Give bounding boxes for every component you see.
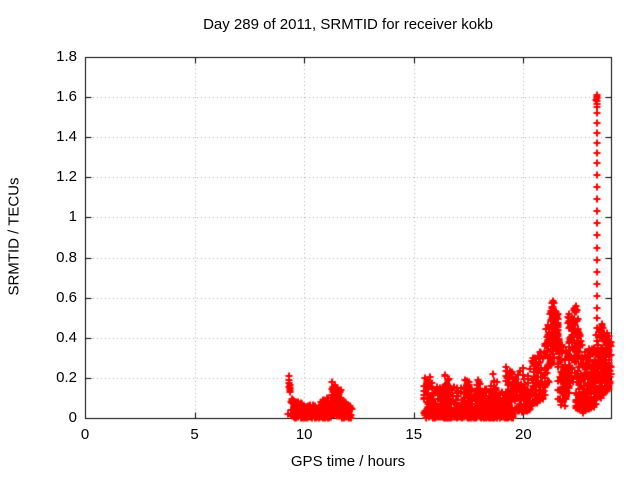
x-tick-label: 15 — [405, 426, 423, 443]
y-tick-label: 1.4 — [56, 128, 77, 146]
y-tick-label: 0.2 — [56, 368, 77, 386]
x-axis-label: GPS time / hours — [290, 453, 406, 470]
x-tick-label: 20 — [514, 426, 532, 443]
y-tick-label: 1.8 — [56, 48, 77, 65]
x-tick-label: 10 — [295, 426, 313, 443]
y-tick-label: 0.8 — [56, 248, 77, 266]
y-tick-label: 0.4 — [56, 328, 77, 346]
x-tick-label: 5 — [190, 426, 199, 443]
y-tick-label: 0.6 — [56, 288, 77, 306]
y-tick-label: 1.6 — [56, 88, 77, 106]
y-tick-label: 0 — [68, 409, 77, 426]
y-tick-label: 1.2 — [56, 168, 77, 186]
chart-title: Day 289 of 2011, SRMTID for receiver kok… — [203, 16, 493, 33]
x-tick-label: 0 — [80, 426, 90, 443]
y-tick-label: 1 — [68, 208, 77, 226]
